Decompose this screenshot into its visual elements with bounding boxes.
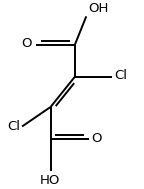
Text: HO: HO <box>40 174 60 187</box>
Text: Cl: Cl <box>7 120 20 133</box>
Text: O: O <box>91 132 102 145</box>
Text: Cl: Cl <box>114 69 127 82</box>
Text: O: O <box>21 37 31 50</box>
Text: OH: OH <box>88 2 109 15</box>
